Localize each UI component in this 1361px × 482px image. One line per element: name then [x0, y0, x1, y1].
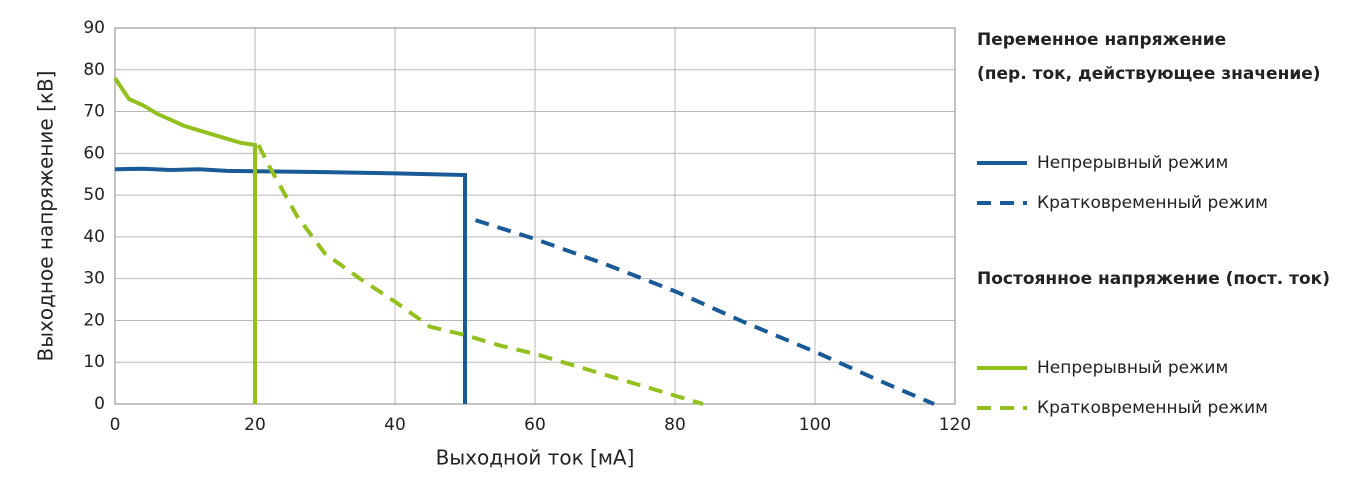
- y-tick-label: 0: [94, 394, 105, 414]
- y-tick-label: 20: [83, 310, 105, 330]
- y-tick-label: 80: [83, 60, 105, 80]
- x-tick-label: 40: [384, 415, 406, 435]
- x-tick-label: 60: [524, 415, 546, 435]
- x-tick-label: 80: [664, 415, 686, 435]
- data-line: [114, 166, 467, 404]
- y-tick-label: 70: [83, 102, 105, 122]
- legend-group-title: Постоянное напряжение (пост. ток): [977, 269, 1330, 289]
- legend-label: Кратковременный режим: [1037, 398, 1268, 418]
- legend-group-title: Переменное напряжение: [977, 30, 1226, 50]
- legend-group-title: (пер. ток, действующее значение): [977, 64, 1321, 84]
- y-tick-label: 40: [83, 227, 105, 247]
- data-line: [474, 218, 935, 406]
- x-axis-label: Выходной ток [мА]: [436, 446, 635, 470]
- x-tick-label: 20: [244, 415, 266, 435]
- y-tick-label: 10: [83, 352, 105, 372]
- x-tick-label: 100: [799, 415, 831, 435]
- legend-label: Непрерывный режим: [1037, 153, 1228, 173]
- x-tick-label: 120: [939, 415, 971, 435]
- legend-label: Непрерывный режим: [1037, 358, 1228, 378]
- data-line: [113, 77, 257, 404]
- data-line: [256, 144, 704, 406]
- y-axis-label: Выходное напряжение [кВ]: [34, 71, 58, 362]
- y-tick-label: 90: [83, 18, 105, 38]
- legend-label: Кратковременный режим: [1037, 193, 1268, 213]
- y-tick-label: 30: [83, 269, 105, 289]
- y-tick-label: 50: [83, 185, 105, 205]
- x-tick-label: 0: [110, 415, 121, 435]
- y-tick-label: 60: [83, 143, 105, 163]
- plot-frame: [114, 27, 956, 405]
